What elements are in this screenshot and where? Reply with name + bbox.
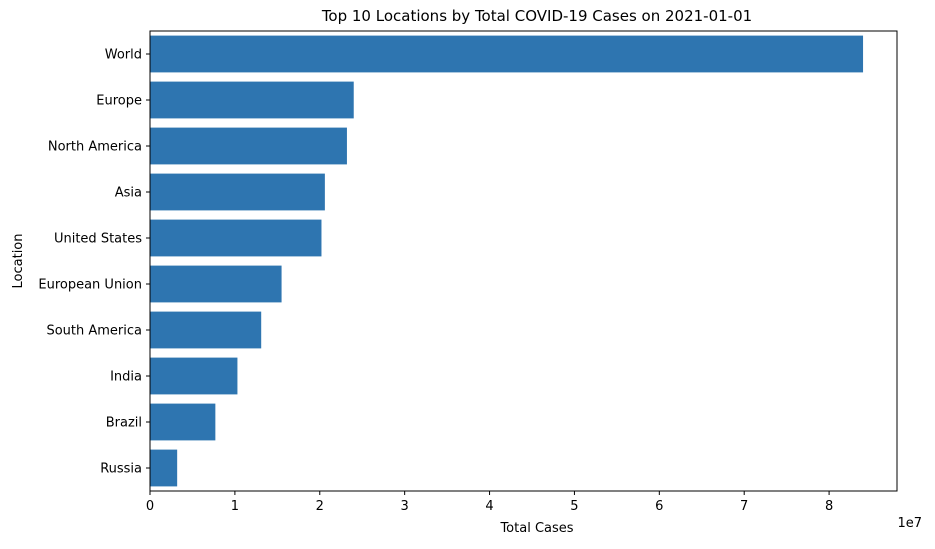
bar-north-america [150,127,347,165]
bar-asia [150,173,325,211]
chart-title: Top 10 Locations by Total COVID-19 Cases… [321,7,752,25]
x-tick-label: 0 [146,499,154,514]
bar-european-union [150,265,282,303]
y-tick-label-south-america: South America [46,324,142,339]
x-tick-label: 8 [825,499,833,514]
bars-group [150,35,864,487]
x-axis-ticks: 0 1 2 3 4 5 6 7 8 [146,491,833,514]
bar-india [150,357,238,395]
x-tick-label: 5 [570,499,578,514]
bar-russia [150,449,178,487]
x-tick-label: 3 [401,499,409,514]
y-tick-label-russia: Russia [100,462,142,477]
x-tick-label: 6 [655,499,663,514]
y-tick-label-united-states: United States [54,232,142,247]
y-tick-label-brazil: Brazil [106,416,142,431]
x-tick-label: 7 [740,499,748,514]
x-tick-label: 4 [485,499,493,514]
y-axis-label: Location [11,234,26,289]
x-axis-scale-note: 1e7 [897,516,922,531]
plot-frame [149,30,898,492]
bar-world [150,35,864,73]
bar-south-america [150,311,262,349]
bar-brazil [150,403,216,441]
x-tick-label: 2 [316,499,324,514]
y-tick-label-world: World [105,48,142,63]
bar-europe [150,81,354,119]
y-tick-label-european-union: European Union [38,278,142,293]
y-tick-label-north-america: North America [48,140,142,155]
y-tick-label-europe: Europe [96,94,142,109]
x-axis-label: Total Cases [499,521,573,536]
y-axis-ticks: World Europe North America Asia United State… [38,48,150,477]
x-tick-label: 1 [231,499,239,514]
bar-united-states [150,219,322,257]
y-tick-label-india: India [110,370,142,385]
y-tick-label-asia: Asia [115,186,142,201]
